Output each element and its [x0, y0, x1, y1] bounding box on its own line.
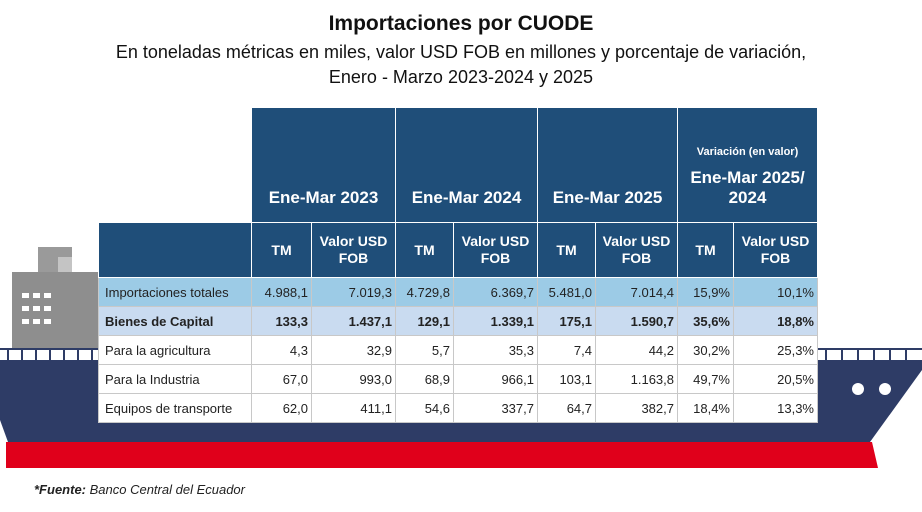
ship-waterline-stripe — [6, 442, 878, 468]
header-period-2024: Ene-Mar 2024 — [395, 107, 538, 223]
porthole-icon — [879, 383, 891, 395]
table-row-para-la-agricultura: Para la agricultura 4,3 32,9 5,7 35,3 7,… — [98, 335, 818, 365]
header-valor: Valor USD FOB — [733, 222, 818, 278]
cell-tm-2023: 133,3 — [251, 306, 312, 336]
cell-var-tm: 35,6% — [677, 306, 734, 336]
header-variation-period: Ene-Mar 2025/ 2024 — [690, 168, 805, 207]
header-tm: TM — [537, 222, 596, 278]
source-label: *Fuente: — [34, 482, 86, 497]
cell-tm-2025: 103,1 — [537, 364, 596, 394]
cell-var-valor: 25,3% — [733, 335, 818, 365]
cell-var-valor: 13,3% — [733, 393, 818, 423]
cell-tm-2024: 129,1 — [395, 306, 454, 336]
ship-railing-left — [0, 348, 98, 360]
table-row-bienes-de-capital: Bienes de Capital 133,3 1.437,1 129,1 1.… — [98, 306, 818, 336]
ship-tower-light — [58, 257, 72, 275]
cell-tm-2024: 4.729,8 — [395, 277, 454, 307]
table-row-importaciones-totales: Importaciones totales 4.988,1 7.019,3 4.… — [98, 277, 818, 307]
header-valor: Valor USD FOB — [595, 222, 678, 278]
cell-tm-2024: 68,9 — [395, 364, 454, 394]
porthole-icon — [852, 383, 864, 395]
cell-valor-2023: 411,1 — [311, 393, 396, 423]
header-period-2023: Ene-Mar 2023 — [251, 107, 396, 223]
cell-valor-2025: 1.163,8 — [595, 364, 678, 394]
cell-valor-2025: 1.590,7 — [595, 306, 678, 336]
imports-table: Ene-Mar 2023 Ene-Mar 2024 Ene-Mar 2025 V… — [98, 107, 818, 423]
header-tm: TM — [395, 222, 454, 278]
header-period-2025: Ene-Mar 2025 — [537, 107, 678, 223]
row-label: Importaciones totales — [98, 277, 252, 307]
header-tm: TM — [251, 222, 312, 278]
cell-valor-2023: 1.437,1 — [311, 306, 396, 336]
header-corner — [99, 108, 252, 223]
cell-var-tm: 30,2% — [677, 335, 734, 365]
table-row-para-la-industria: Para la Industria 67,0 993,0 68,9 966,1 … — [98, 364, 818, 394]
header-variation-label: Variación (en valor) — [696, 146, 799, 158]
header-variation: Variación (en valor) Ene-Mar 2025/ 2024 — [677, 107, 818, 223]
header-valor: Valor USD FOB — [311, 222, 396, 278]
cell-tm-2023: 4,3 — [251, 335, 312, 365]
cell-tm-2025: 175,1 — [537, 306, 596, 336]
cell-var-tm: 18,4% — [677, 393, 734, 423]
cell-tm-2025: 7,4 — [537, 335, 596, 365]
table-row-equipos-de-transporte: Equipos de transporte 62,0 411,1 54,6 33… — [98, 393, 818, 423]
cell-var-tm: 15,9% — [677, 277, 734, 307]
page-title: Importaciones por CUODE — [328, 12, 594, 35]
row-label: Equipos de transporte — [98, 393, 252, 423]
cell-var-tm: 49,7% — [677, 364, 734, 394]
cell-tm-2024: 54,6 — [395, 393, 454, 423]
cell-valor-2024: 6.369,7 — [453, 277, 538, 307]
cell-valor-2023: 7.019,3 — [311, 277, 396, 307]
cell-valor-2025: 44,2 — [595, 335, 678, 365]
source-note: *Fuente: Banco Central del Ecuador — [34, 482, 245, 497]
row-label: Para la agricultura — [98, 335, 252, 365]
cell-valor-2025: 382,7 — [595, 393, 678, 423]
cell-valor-2024: 966,1 — [453, 364, 538, 394]
cell-valor-2024: 35,3 — [453, 335, 538, 365]
cell-var-valor: 20,5% — [733, 364, 818, 394]
cell-valor-2023: 993,0 — [311, 364, 396, 394]
cell-valor-2024: 337,7 — [453, 393, 538, 423]
ship-tower-windows — [22, 293, 51, 324]
cell-var-valor: 10,1% — [733, 277, 818, 307]
header-tm: TM — [677, 222, 734, 278]
ship-railing-right — [815, 348, 922, 360]
row-label: Para la Industria — [98, 364, 252, 394]
cell-tm-2023: 62,0 — [251, 393, 312, 423]
row-label: Bienes de Capital — [98, 306, 252, 336]
page-subtitle-units: En toneladas métricas en miles, valor US… — [115, 42, 807, 62]
page-subtitle-period: Enero - Marzo 2023-2024 y 2025 — [328, 67, 594, 87]
cell-tm-2023: 4.988,1 — [251, 277, 312, 307]
cell-valor-2025: 7.014,4 — [595, 277, 678, 307]
cell-var-valor: 18,8% — [733, 306, 818, 336]
source-text: Banco Central del Ecuador — [86, 482, 245, 497]
header-label-blank — [98, 222, 252, 278]
cell-valor-2023: 32,9 — [311, 335, 396, 365]
cell-tm-2025: 64,7 — [537, 393, 596, 423]
cell-tm-2025: 5.481,0 — [537, 277, 596, 307]
cell-valor-2024: 1.339,1 — [453, 306, 538, 336]
header-valor: Valor USD FOB — [453, 222, 538, 278]
cell-tm-2024: 5,7 — [395, 335, 454, 365]
cell-tm-2023: 67,0 — [251, 364, 312, 394]
